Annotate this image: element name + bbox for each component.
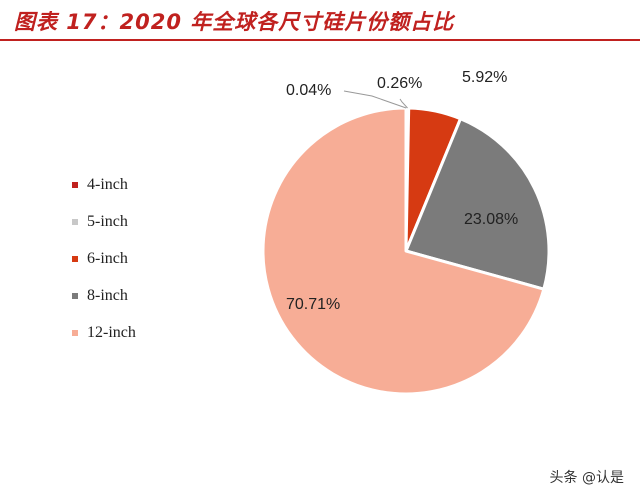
legend-label-5-inch: 5-inch (87, 212, 128, 230)
legend-swatch-6-inch (72, 255, 78, 262)
leader-line-5-inch (399, 98, 408, 109)
legend-item-6-inch: 6-inch (72, 240, 136, 277)
legend-swatch-4-inch (72, 181, 78, 188)
data-label-6-inch: 5.92% (462, 69, 507, 86)
legend-item-5-inch: 5-inch (72, 203, 136, 240)
legend-swatch-8-inch (72, 292, 78, 299)
legend-item-12-inch: 12-inch (72, 314, 136, 351)
chart-legend: 4-inch 5-inch 6-inch 8-inch 12-inch (72, 166, 136, 351)
figure-title: 图表 17：2020 年全球各尺寸硅片份额占比 (14, 10, 455, 34)
data-label-8-inch: 23.08% (464, 211, 518, 228)
leader-line-4-inch (343, 90, 407, 109)
legend-label-4-inch: 4-inch (87, 175, 128, 193)
legend-item-8-inch: 8-inch (72, 277, 136, 314)
legend-swatch-12-inch (72, 329, 78, 336)
title-divider (0, 39, 640, 41)
legend-label-8-inch: 8-inch (87, 286, 128, 304)
legend-item-4-inch: 4-inch (72, 166, 136, 203)
legend-label-6-inch: 6-inch (87, 249, 128, 267)
legend-label-12-inch: 12-inch (87, 323, 136, 341)
data-label-4-inch: 0.04% (286, 82, 331, 99)
pie-slice-8-inch (404, 117, 551, 291)
data-label-12-inch: 70.71% (286, 296, 340, 313)
pie-slice-12-inch (261, 106, 546, 396)
watermark-text: 头条 @认是 (549, 470, 624, 486)
data-label-5-inch: 0.26% (377, 75, 422, 92)
legend-swatch-5-inch (72, 218, 78, 225)
